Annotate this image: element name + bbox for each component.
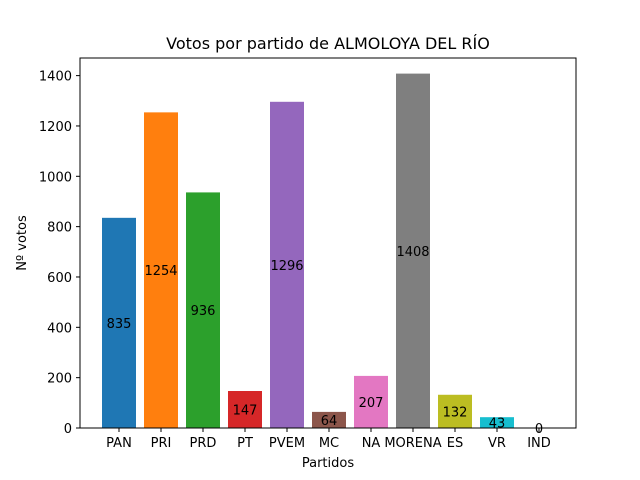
bar-na — [354, 375, 388, 428]
x-tick-label-prd: PRD — [190, 436, 217, 451]
y-tick-label-400: 400 — [47, 321, 72, 336]
y-axis: 0 200 400 600 800 1000 1200 1400 — [39, 70, 80, 437]
x-axis-label: Partidos — [302, 456, 354, 471]
bars-group — [102, 73, 514, 429]
chart-title: Votos por partido de ALMOLOYA DEL RÍO — [166, 34, 490, 53]
data-label-es: 132 — [443, 405, 468, 420]
data-label-prd: 936 — [191, 304, 216, 319]
x-tick-label-pri: PRI — [151, 436, 172, 451]
y-tick-label-800: 800 — [47, 221, 72, 236]
x-axis: PAN PRI PRD PT PVEM MC NA MORENA ES VR IND — [106, 428, 551, 451]
y-tick-label-0: 0 — [64, 422, 72, 437]
x-tick-label-na: NA — [362, 436, 381, 451]
data-label-pri: 1254 — [144, 264, 177, 279]
plot-frame — [79, 57, 577, 429]
bar-vr — [480, 417, 514, 428]
y-axis-label: Nº votos — [15, 215, 30, 271]
data-label-na: 207 — [359, 396, 384, 411]
bar-morena — [396, 73, 430, 429]
x-tick-label-pan: PAN — [106, 436, 132, 451]
data-label-morena: 1408 — [396, 245, 429, 260]
y-tick-label-200: 200 — [47, 372, 72, 387]
bar-pri — [144, 112, 178, 429]
bar-mc — [312, 411, 346, 428]
y-tick-label-1000: 1000 — [39, 170, 72, 185]
x-tick-label-pt: PT — [237, 436, 253, 451]
data-label-pan: 835 — [107, 317, 132, 332]
y-tick-label-1200: 1200 — [39, 120, 72, 135]
y-tick-label-1400: 1400 — [39, 70, 72, 85]
data-label-pvem: 1296 — [270, 259, 303, 274]
x-tick-label-es: ES — [447, 436, 463, 451]
bar-es — [438, 394, 472, 428]
bar-prd — [186, 192, 220, 428]
x-tick-label-vr: VR — [488, 436, 506, 451]
x-tick-label-morena: MORENA — [384, 436, 441, 451]
bar-pan — [102, 217, 136, 428]
y-tick-label-600: 600 — [47, 271, 72, 286]
bar-pt — [228, 391, 262, 428]
x-tick-label-mc: MC — [319, 436, 339, 451]
x-tick-label-ind: IND — [527, 436, 551, 451]
data-label-pt: 147 — [233, 404, 258, 419]
data-label-mc: 64 — [321, 414, 338, 429]
x-tick-label-pvem: PVEM — [269, 436, 305, 451]
bar-pvem — [270, 101, 304, 428]
